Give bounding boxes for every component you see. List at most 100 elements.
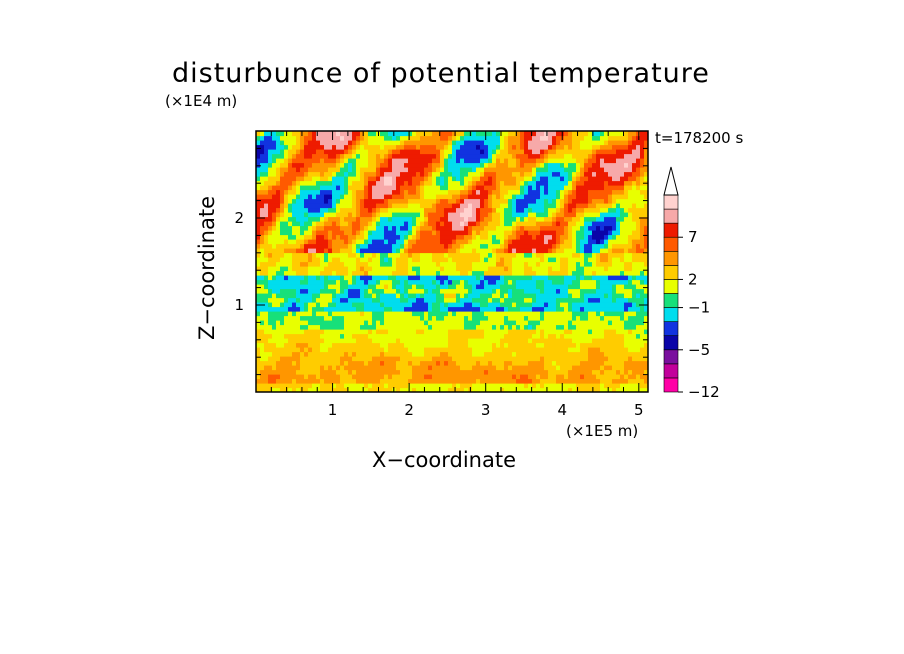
field-cell	[556, 342, 561, 348]
field-cell	[512, 338, 517, 344]
field-cell	[348, 257, 353, 263]
field-cell	[492, 329, 497, 335]
field-cell	[428, 221, 433, 227]
field-cell	[500, 387, 505, 392]
field-cell	[584, 383, 589, 389]
field-cell	[596, 293, 601, 299]
field-cell	[488, 360, 493, 366]
field-cell	[308, 284, 313, 290]
field-cell	[420, 248, 425, 254]
field-cell	[480, 387, 485, 392]
field-cell	[532, 248, 537, 254]
field-cell	[592, 207, 597, 213]
field-cell	[388, 329, 393, 335]
field-cell	[328, 158, 333, 164]
field-cell	[500, 261, 505, 267]
field-cell	[308, 248, 313, 254]
field-cell	[280, 153, 285, 159]
field-cell	[320, 383, 325, 389]
field-cell	[272, 257, 277, 263]
field-cell	[312, 221, 317, 227]
field-cell	[324, 207, 329, 213]
field-cell	[536, 324, 541, 330]
field-cell	[436, 257, 441, 263]
field-cell	[324, 333, 329, 339]
field-cell	[304, 212, 309, 218]
field-cell	[456, 360, 461, 366]
field-cell	[564, 261, 569, 267]
field-cell	[496, 171, 501, 177]
field-cell	[504, 342, 509, 348]
field-cell	[312, 198, 317, 204]
field-cell	[568, 131, 573, 137]
field-cell	[300, 333, 305, 339]
field-cell	[556, 257, 561, 263]
field-cell	[364, 212, 369, 218]
field-cell	[536, 266, 541, 272]
field-cell	[588, 284, 593, 290]
field-cell	[328, 261, 333, 267]
field-cell	[528, 383, 533, 389]
field-cell	[344, 176, 349, 182]
field-cell	[320, 360, 325, 366]
field-cell	[548, 320, 553, 326]
field-cell	[444, 212, 449, 218]
field-cell	[316, 324, 321, 330]
field-cell	[448, 221, 453, 227]
field-cell	[580, 288, 585, 294]
field-cell	[456, 284, 461, 290]
field-cell	[384, 234, 389, 240]
field-cell	[548, 378, 553, 384]
field-cell	[388, 315, 393, 321]
field-cell	[304, 257, 309, 263]
field-cell	[488, 140, 493, 146]
field-cell	[596, 365, 601, 371]
field-cell	[280, 266, 285, 272]
field-cell	[260, 347, 265, 353]
field-cell	[492, 149, 497, 155]
field-cell	[304, 234, 309, 240]
field-cell	[592, 225, 597, 231]
field-cell	[400, 140, 405, 146]
field-cell	[408, 225, 413, 231]
field-cell	[344, 320, 349, 326]
field-cell	[500, 158, 505, 164]
field-cell	[352, 284, 357, 290]
field-cell	[584, 185, 589, 191]
field-cell	[308, 311, 313, 317]
field-cell	[540, 311, 545, 317]
field-cell	[364, 342, 369, 348]
field-cell	[260, 221, 265, 227]
field-cell	[480, 171, 485, 177]
field-cell	[424, 347, 429, 353]
field-cell	[520, 171, 525, 177]
field-cell	[544, 180, 549, 186]
field-cell	[320, 302, 325, 308]
field-cell	[408, 320, 413, 326]
field-cell	[368, 297, 373, 303]
field-cell	[412, 275, 417, 281]
field-cell	[380, 158, 385, 164]
field-cell	[328, 194, 333, 200]
field-cell	[304, 306, 309, 312]
field-cell	[328, 149, 333, 155]
field-cell	[440, 243, 445, 249]
field-cell	[352, 288, 357, 294]
field-cell	[536, 378, 541, 384]
field-cell	[320, 239, 325, 245]
field-cell	[308, 302, 313, 308]
field-cell	[532, 243, 537, 249]
field-cell	[336, 356, 341, 362]
field-cell	[580, 149, 585, 155]
field-cell	[556, 225, 561, 231]
field-cell	[396, 221, 401, 227]
field-cell	[412, 153, 417, 159]
field-cell	[320, 185, 325, 191]
field-cell	[332, 185, 337, 191]
field-cell	[468, 207, 473, 213]
field-cell	[548, 302, 553, 308]
field-cell	[388, 194, 393, 200]
field-cell	[440, 221, 445, 227]
field-cell	[544, 131, 549, 137]
field-cell	[296, 180, 301, 186]
